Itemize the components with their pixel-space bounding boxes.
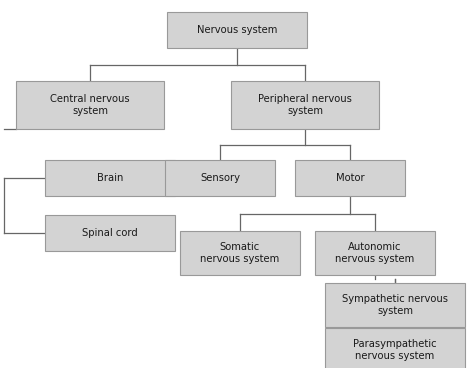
- Text: Central nervous
system: Central nervous system: [50, 93, 130, 116]
- FancyBboxPatch shape: [45, 215, 175, 251]
- FancyBboxPatch shape: [295, 160, 405, 196]
- FancyBboxPatch shape: [325, 328, 465, 368]
- FancyBboxPatch shape: [325, 283, 465, 327]
- Text: Parasympathetic
nervous system: Parasympathetic nervous system: [353, 339, 437, 361]
- FancyBboxPatch shape: [167, 12, 307, 48]
- Text: Peripheral nervous
system: Peripheral nervous system: [258, 93, 352, 116]
- FancyBboxPatch shape: [231, 81, 379, 129]
- Text: Motor: Motor: [336, 173, 365, 183]
- Text: Nervous system: Nervous system: [197, 25, 277, 35]
- Text: Somatic
nervous system: Somatic nervous system: [201, 242, 280, 264]
- Text: Sensory: Sensory: [200, 173, 240, 183]
- FancyBboxPatch shape: [315, 231, 435, 275]
- Text: Autonomic
nervous system: Autonomic nervous system: [336, 242, 415, 264]
- FancyBboxPatch shape: [165, 160, 275, 196]
- FancyBboxPatch shape: [16, 81, 164, 129]
- Text: Spinal cord: Spinal cord: [82, 228, 138, 238]
- Text: Brain: Brain: [97, 173, 123, 183]
- Text: Sympathetic nervous
system: Sympathetic nervous system: [342, 294, 448, 316]
- FancyBboxPatch shape: [180, 231, 300, 275]
- FancyBboxPatch shape: [45, 160, 175, 196]
